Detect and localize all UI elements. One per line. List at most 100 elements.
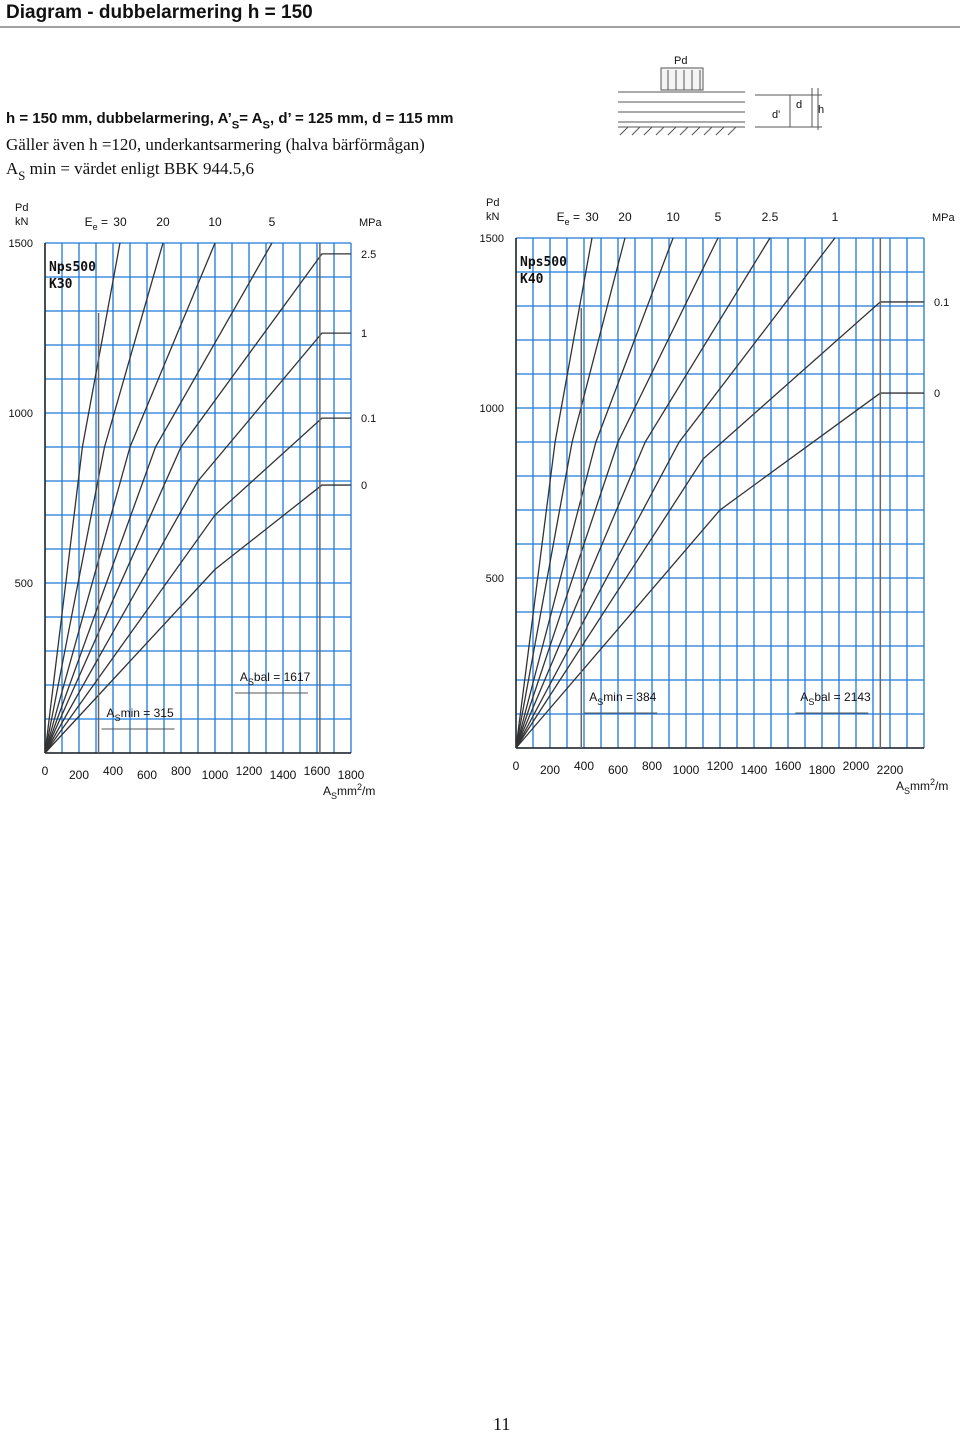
curve-label: 10 xyxy=(666,210,680,224)
axis-title: kN xyxy=(486,211,500,223)
text-run: /m xyxy=(362,784,375,798)
text-run: e xyxy=(565,217,570,227)
x-tick-label: 1600 xyxy=(775,759,802,773)
axis-title: kN xyxy=(15,216,29,228)
text-run: S xyxy=(18,169,25,183)
text-run: E xyxy=(85,215,93,229)
x-tick-label: 600 xyxy=(608,763,628,777)
x-tick-label: 1800 xyxy=(809,763,836,777)
x-tick-label: 1200 xyxy=(707,759,734,773)
y-tick-label: 1500 xyxy=(480,233,504,245)
x-tick-label: 200 xyxy=(69,768,89,782)
text-run: A xyxy=(6,159,19,178)
curve xyxy=(515,392,924,749)
curve-label: 30 xyxy=(585,210,599,224)
curve-label: 0 xyxy=(361,480,367,492)
curve-label: 30 xyxy=(113,215,127,229)
axis-unit: MPa xyxy=(932,212,956,224)
text-run: 2 xyxy=(357,782,362,792)
cross-section-sketch xyxy=(618,67,822,136)
y-tick-label: 500 xyxy=(15,578,33,590)
x-tick-label: 400 xyxy=(103,764,123,778)
x-tick-label: 1600 xyxy=(304,764,331,778)
curve xyxy=(44,242,121,754)
text-line: AS min = värdet enligt BBK 944.5,6 xyxy=(6,159,254,183)
x-tick-label: 200 xyxy=(540,763,560,777)
curve xyxy=(515,237,674,749)
text-run: E xyxy=(557,210,565,224)
y-tick-label: 1000 xyxy=(9,408,33,420)
x-tick-label: 0 xyxy=(513,759,520,773)
text-run: , d’ = 125 mm, d = 115 mm xyxy=(270,110,453,127)
curve xyxy=(515,237,771,749)
curve-label: 5 xyxy=(269,215,276,229)
annotation: ASbal = 2143 xyxy=(800,690,871,707)
text-run: A xyxy=(240,670,248,684)
curve xyxy=(515,237,593,749)
text-run: A xyxy=(107,706,115,720)
curve-label: 0.1 xyxy=(934,297,949,309)
text-run: min = 384 xyxy=(603,690,656,704)
page-title: Diagram - dubbelarmering h = 150 xyxy=(6,2,313,23)
x-tick-label: 2200 xyxy=(877,763,904,777)
x-tick-label: 1400 xyxy=(270,768,297,782)
y-tick-label: 1000 xyxy=(480,403,504,415)
curve xyxy=(515,237,719,749)
annotation: ASmin = 315 xyxy=(107,706,174,723)
curve xyxy=(44,253,351,754)
curve-label: 5 xyxy=(715,210,722,224)
sketch-label: d' xyxy=(772,109,780,121)
curve xyxy=(44,484,351,754)
chart-label: K40 xyxy=(520,272,544,287)
x-tick-label: 1000 xyxy=(202,768,229,782)
annotation: ASmin = 384 xyxy=(589,690,656,707)
curve-label-prefix: Ee = xyxy=(557,210,580,227)
x-tick-label: 1800 xyxy=(338,768,365,782)
x-tick-label: 1200 xyxy=(236,764,263,778)
text-run: S xyxy=(262,119,270,131)
curve xyxy=(44,242,273,754)
text-run: A xyxy=(896,779,904,793)
x-tick-label: 400 xyxy=(574,759,594,773)
y-tick-label: 500 xyxy=(486,573,504,585)
curve-label-prefix: Ee = xyxy=(85,215,108,232)
text-run: bal = 1617 xyxy=(254,670,311,684)
x-tick-label: 800 xyxy=(171,764,191,778)
curve xyxy=(44,242,164,754)
text-run: S xyxy=(232,119,240,131)
axis-title: ASmm2/m xyxy=(323,782,375,801)
sketch-label: h xyxy=(818,104,824,116)
curve-label: 20 xyxy=(156,215,170,229)
text-run: min = 315 xyxy=(121,706,174,720)
curve xyxy=(44,417,351,754)
curve-label: 10 xyxy=(208,215,222,229)
curve-label: 1 xyxy=(832,210,839,224)
sketch-label: d xyxy=(796,99,802,111)
text-run: = A xyxy=(239,110,262,127)
text-run: A xyxy=(800,690,808,704)
curve-label: 2.5 xyxy=(361,249,376,261)
text-line: Gäller även h =120, underkantsarmering (… xyxy=(6,135,425,154)
page-number: 11 xyxy=(493,1414,510,1433)
curve-label: 1 xyxy=(361,328,367,340)
x-tick-label: 800 xyxy=(642,759,662,773)
text-run: min = värdet enligt BBK 944.5,6 xyxy=(25,159,254,178)
axis-title: ASmm2/m xyxy=(896,777,948,796)
text-run: = xyxy=(570,210,580,224)
text-run: bal = 2143 xyxy=(814,690,871,704)
curve xyxy=(44,242,216,754)
annotation: ASbal = 1617 xyxy=(240,670,311,687)
curve xyxy=(515,237,836,749)
curve-label: 2.5 xyxy=(762,210,779,224)
text-run: = xyxy=(98,215,108,229)
x-tick-label: 2000 xyxy=(843,759,870,773)
curve-label: 0.1 xyxy=(361,413,376,425)
text-run: S xyxy=(808,697,814,707)
x-tick-label: 0 xyxy=(42,764,49,778)
x-tick-label: 1000 xyxy=(673,763,700,777)
text-run: mm xyxy=(910,779,930,793)
text-run: Gäller även h =120, underkantsarmering (… xyxy=(6,135,425,154)
text-run: 2 xyxy=(930,777,935,787)
curve xyxy=(515,237,626,749)
